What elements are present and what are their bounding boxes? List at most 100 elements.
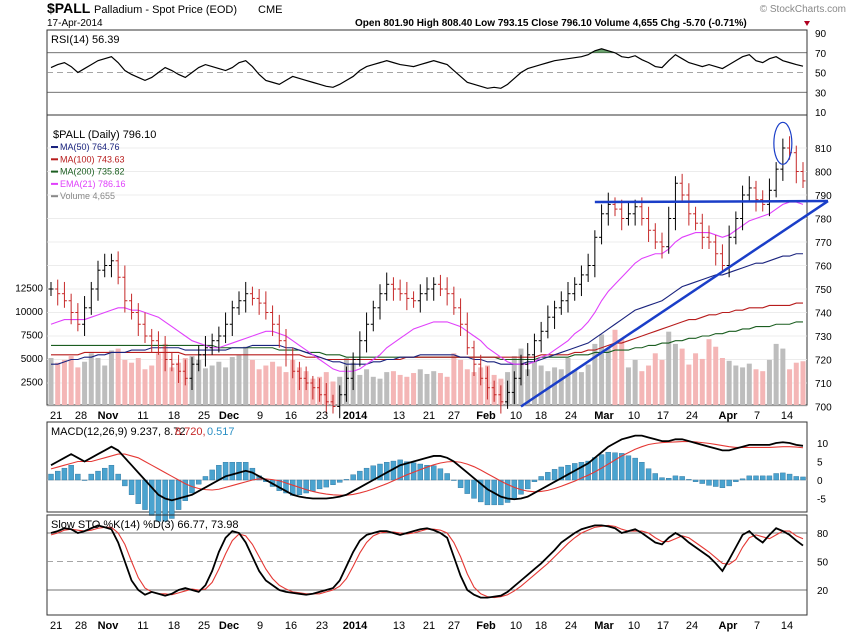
ma100-line <box>51 302 803 361</box>
x-axis-label-bottom: 11 <box>137 620 148 632</box>
volume-bar <box>196 359 202 405</box>
macd-histogram-bar <box>363 467 370 481</box>
macd-histogram-bar <box>444 473 450 481</box>
volume-bar <box>270 361 276 405</box>
macd-histogram-bar <box>800 476 806 481</box>
macd-tick-label: -5 <box>817 495 826 506</box>
x-axis-label-bottom: Feb <box>476 620 496 632</box>
ma50-line <box>51 253 803 365</box>
macd-histogram-bar <box>578 462 585 481</box>
price-tick-label: 730 <box>815 332 832 343</box>
x-axis-label-bottom: 27 <box>448 620 460 632</box>
macd-histogram-bar <box>216 465 222 481</box>
x-axis-label-bottom: Dec <box>219 620 239 632</box>
macd-histogram-bar <box>162 479 168 522</box>
macd-histogram-bar <box>545 472 551 481</box>
macd-histogram-bar <box>175 479 182 510</box>
rsi-tick-label: 90 <box>815 29 827 40</box>
x-axis-label-bottom: 28 <box>75 620 87 632</box>
volume-bar <box>88 353 94 405</box>
x-axis-label: 2014 <box>343 410 368 422</box>
x-axis-label: Apr <box>719 410 739 422</box>
ema21-line <box>50 201 804 372</box>
volume-bar <box>390 371 396 405</box>
volume-bar <box>209 365 215 405</box>
rsi-tick-label: 30 <box>815 88 827 99</box>
macd-tick-label: 10 <box>817 439 829 450</box>
macd-histogram-bar <box>377 463 383 481</box>
x-axis-label-bottom: 7 <box>754 620 760 632</box>
macd-histogram-bar <box>437 468 444 481</box>
macd-histogram-bar <box>525 479 531 490</box>
macd-histogram-bar <box>504 479 511 503</box>
volume-bar <box>108 350 114 405</box>
rsi-overbought-area <box>588 48 615 53</box>
x-axis-label-bottom: 2014 <box>343 620 368 632</box>
volume-bar <box>135 358 141 405</box>
volume-bar <box>578 372 584 405</box>
x-axis-label: 24 <box>565 410 577 422</box>
x-axis-label-bottom: 14 <box>781 620 793 632</box>
macd-histogram-bar <box>706 479 712 486</box>
volume-bar <box>216 361 222 405</box>
sto-d-line <box>50 524 804 599</box>
rsi-label: RSI(14) 56.39 <box>51 34 119 46</box>
macd-label-signal: 8.720, <box>175 426 206 438</box>
volume-bar <box>330 381 336 405</box>
x-axis-label: 10 <box>628 410 640 422</box>
volume-bar <box>364 369 370 405</box>
macd-histogram-bar <box>155 479 162 522</box>
volume-bar <box>236 355 242 405</box>
macd-histogram-bar <box>424 465 430 481</box>
volume-bar <box>679 348 685 405</box>
macd-tick-label: 0 <box>817 476 823 487</box>
x-axis-label-bottom: Apr <box>719 620 739 632</box>
volume-bar <box>283 372 289 405</box>
volume-bar <box>746 363 752 405</box>
macd-histogram-bar <box>659 477 665 481</box>
x-axis-label: 9 <box>257 410 263 422</box>
macd-histogram-bar <box>786 473 793 481</box>
volume-bar <box>719 358 725 405</box>
macd-histogram-bar <box>699 479 705 484</box>
macd-histogram-bar <box>431 465 437 481</box>
x-axis-label: Dec <box>219 410 239 422</box>
macd-histogram-bar <box>692 479 699 482</box>
volume-bar <box>531 361 537 405</box>
x-axis-label: 18 <box>168 410 180 422</box>
rsi-tick-label: 10 <box>815 108 827 119</box>
volume-bar <box>61 359 67 405</box>
price-tick-label: 720 <box>815 356 832 367</box>
volume-bar <box>75 367 81 405</box>
volume-bar <box>162 343 168 405</box>
macd-histogram-bar <box>538 476 544 481</box>
volume-bar <box>753 369 759 405</box>
macd-histogram-bar <box>48 473 54 481</box>
volume-bar <box>95 358 101 405</box>
volume-bar <box>243 346 249 405</box>
legend-entry: MA(50) 764.76 <box>60 142 120 152</box>
trendline <box>520 200 829 408</box>
macd-histogram-bar <box>478 479 484 503</box>
price-tick-label: 780 <box>815 215 832 226</box>
rsi-tick-label: 50 <box>815 69 827 80</box>
x-axis-label: 13 <box>393 410 405 422</box>
x-axis-label-bottom: 18 <box>168 620 180 632</box>
macd-histogram-bar <box>135 479 141 504</box>
volume-bar <box>733 365 739 405</box>
macd-histogram-bar <box>102 467 108 481</box>
volume-bar <box>713 346 719 405</box>
volume-bar <box>115 348 121 405</box>
price-tick-label: 770 <box>815 238 832 249</box>
x-axis-label-bottom: 9 <box>257 620 263 632</box>
header-exchange: CME <box>258 4 282 16</box>
macd-histogram-bar <box>417 463 423 481</box>
volume-bar <box>55 362 61 405</box>
legend-entry: MA(100) 743.63 <box>60 154 125 164</box>
volume-bar <box>558 369 564 405</box>
x-axis-label: Nov <box>98 410 120 422</box>
macd-histogram-bar <box>766 475 773 481</box>
volume-bar <box>437 373 443 405</box>
macd-histogram-bar <box>592 457 598 481</box>
volume-tick-label: 10000 <box>15 307 43 318</box>
